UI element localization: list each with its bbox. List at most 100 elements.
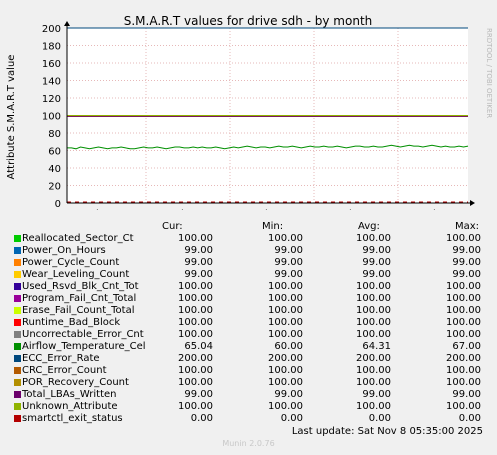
legend-value-max: 100.00 — [446, 305, 481, 316]
legend-value-min: 100.00 — [268, 365, 303, 376]
legend-swatch — [14, 295, 21, 302]
legend-swatch — [14, 367, 21, 374]
legend-value-cur: 99.00 — [184, 269, 213, 280]
legend-value-cur: 100.00 — [178, 281, 213, 292]
legend-value-avg: 64.31 — [362, 341, 391, 352]
legend-swatch — [14, 283, 21, 290]
legend-value-min: 0.00 — [280, 413, 303, 424]
x-axis-arrow — [470, 200, 475, 206]
legend-series-name: Power_On_Hours — [22, 245, 106, 256]
legend-value-min: 100.00 — [268, 317, 303, 328]
legend-value-min: 60.00 — [274, 341, 303, 352]
legend-swatch — [14, 391, 21, 398]
legend-value-min: 100.00 — [268, 401, 303, 412]
legend-value-max: 100.00 — [446, 365, 481, 376]
legend-value-min: 99.00 — [274, 269, 303, 280]
legend-swatch — [14, 403, 21, 410]
last-update: Last update: Sat Nov 8 05:35:00 2025 — [291, 426, 483, 437]
legend-value-avg: 99.00 — [362, 257, 391, 268]
legend-series-name: Airflow_Temperature_Cel — [22, 341, 146, 352]
legend-series-name: Reallocated_Sector_Ct — [22, 233, 134, 244]
legend-value-avg: 100.00 — [356, 233, 391, 244]
legend-swatch — [14, 271, 21, 278]
legend-value-cur: 100.00 — [178, 401, 213, 412]
legend-swatch — [14, 247, 21, 254]
y-tick-label: 160 — [42, 59, 61, 70]
legend-value-avg: 0.00 — [368, 413, 391, 424]
series-line-airflow-temperature-cel — [67, 144, 469, 150]
legend-value-cur: 100.00 — [178, 365, 213, 376]
legend-value-cur: 65.04 — [184, 341, 213, 352]
y-axis-arrow — [64, 21, 70, 26]
legend-value-avg: 100.00 — [356, 365, 391, 376]
legend-series-name: ECC_Error_Rate — [22, 353, 100, 364]
legend-swatch — [14, 235, 21, 242]
legend-value-min: 100.00 — [268, 293, 303, 304]
legend-value-max: 100.00 — [446, 233, 481, 244]
legend-series-name: CRC_Error_Count — [22, 365, 107, 376]
legend-value-avg: 100.00 — [356, 401, 391, 412]
legend-value-cur: 99.00 — [184, 389, 213, 400]
legend-value-min: 100.00 — [268, 281, 303, 292]
legend-value-max: 99.00 — [452, 389, 481, 400]
y-tick-label: 180 — [42, 42, 61, 53]
legend-series-name: Used_Rsvd_Blk_Cnt_Tot — [22, 281, 139, 292]
rrdtool-watermark: RRDTOOL / TOBI OETIKER — [485, 28, 493, 118]
legend-value-max: 200.00 — [446, 353, 481, 364]
legend-value-min: 100.00 — [268, 377, 303, 388]
legend-series-name: Uncorrectable_Error_Cnt — [22, 329, 144, 340]
legend-value-max: 67.00 — [452, 341, 481, 352]
legend-value-min: 99.00 — [274, 245, 303, 256]
legend-value-max: 99.00 — [452, 257, 481, 268]
legend-value-min: 99.00 — [274, 257, 303, 268]
legend-series-name: Erase_Fail_Count_Total — [22, 305, 135, 316]
legend-value-max: 100.00 — [446, 401, 481, 412]
x-tick-labels: Week 41 Week 42 Week 43 Week 44 Week 45 — [74, 209, 454, 210]
legend-swatch — [14, 343, 21, 350]
legend-swatch — [14, 379, 21, 386]
legend-swatch — [14, 331, 21, 338]
y-tick-label: 20 — [48, 182, 61, 193]
legend-value-max: 100.00 — [446, 329, 481, 340]
legend-series-name: Runtime_Bad_Block — [22, 317, 121, 328]
legend-swatch — [14, 307, 21, 314]
y-tick-label: 60 — [48, 147, 61, 158]
x-tick-label: Week 41 — [74, 209, 117, 210]
legend-header-max: Max: — [455, 221, 480, 232]
legend-value-avg: 100.00 — [356, 281, 391, 292]
legend-value-cur: 100.00 — [178, 329, 213, 340]
legend-value-max: 100.00 — [446, 281, 481, 292]
legend-swatch — [14, 319, 21, 326]
legend-value-cur: 100.00 — [178, 317, 213, 328]
legend-value-cur: 100.00 — [178, 377, 213, 388]
legend-swatch — [14, 355, 21, 362]
legend-value-avg: 100.00 — [356, 329, 391, 340]
y-tick-label: 140 — [42, 77, 61, 88]
legend-header-cur: Cur: — [162, 221, 183, 232]
legend-series-name: POR_Recovery_Count — [22, 377, 129, 388]
legend-value-min: 100.00 — [268, 329, 303, 340]
legend-value-avg: 100.00 — [356, 293, 391, 304]
y-tick-label: 120 — [42, 94, 61, 105]
legend-value-min: 200.00 — [268, 353, 303, 364]
legend-value-min: 100.00 — [268, 233, 303, 244]
legend-value-cur: 100.00 — [178, 293, 213, 304]
y-tick-label: 80 — [48, 129, 61, 140]
legend-header-min: Min: — [262, 221, 284, 232]
y-tick-label: 200 — [42, 24, 61, 35]
y-tick-label: 40 — [48, 164, 61, 175]
legend-value-avg: 100.00 — [356, 317, 391, 328]
legend-value-cur: 99.00 — [184, 257, 213, 268]
legend-series-name: Power_Cycle_Count — [22, 257, 120, 268]
y-tick-label: 0 — [55, 199, 61, 210]
legend-header-avg: Avg: — [358, 221, 380, 232]
legend-series-name: Unknown_Attribute — [22, 401, 118, 412]
legend-value-cur: 100.00 — [178, 305, 213, 316]
chart-title: S.M.A.R.T values for drive sdh - by mont… — [124, 14, 373, 28]
y-axis-label: Attribute S.M.A.R.T value — [6, 55, 17, 180]
legend-value-avg: 99.00 — [362, 245, 391, 256]
legend-swatch — [14, 415, 21, 422]
legend-value-max: 100.00 — [446, 317, 481, 328]
legend-value-max: 100.00 — [446, 377, 481, 388]
